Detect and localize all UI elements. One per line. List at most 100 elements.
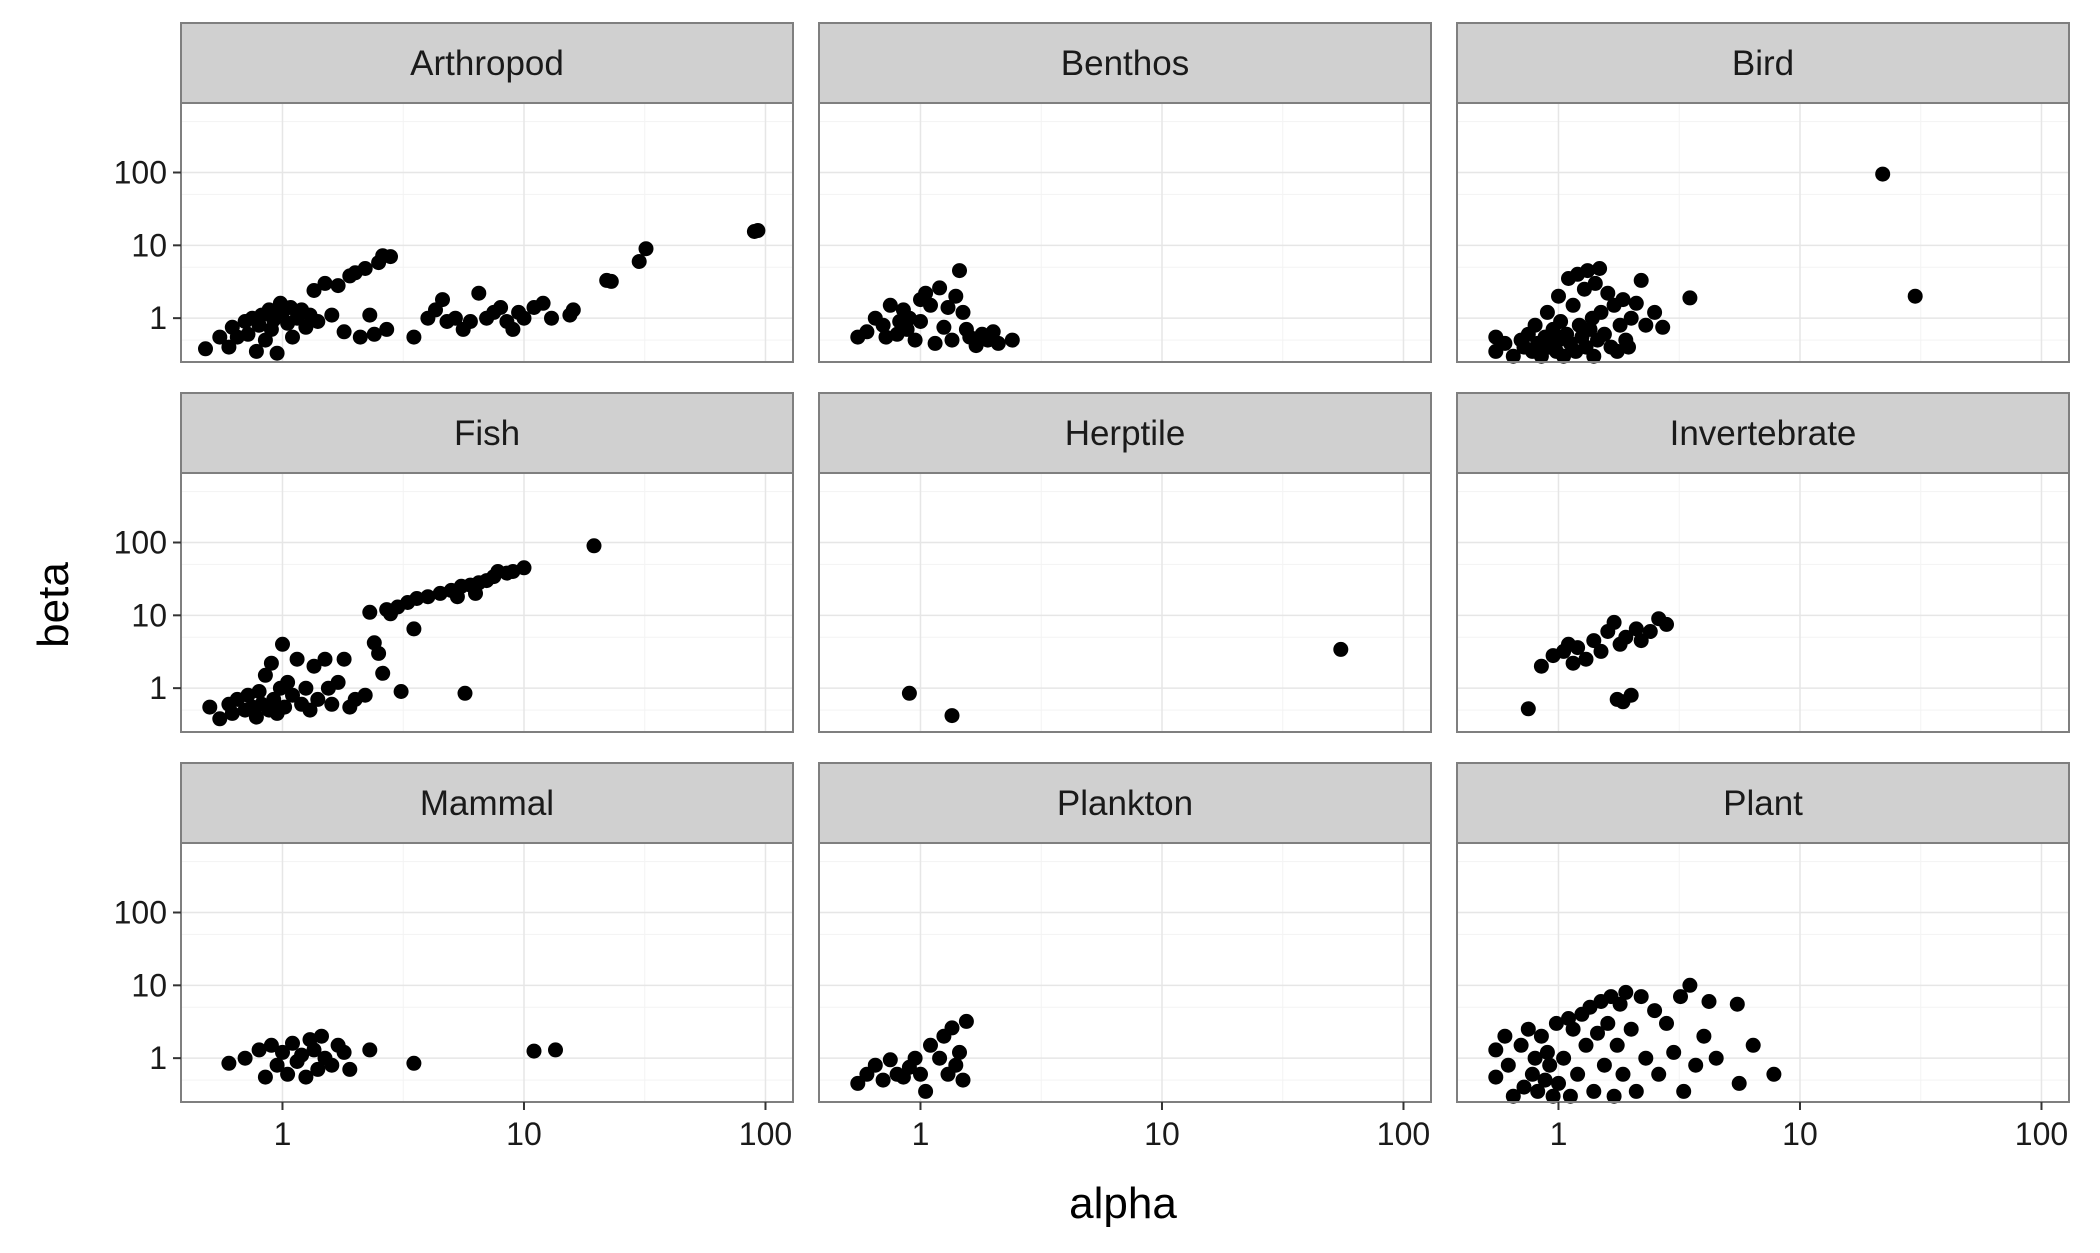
data-point bbox=[1587, 275, 1603, 291]
data-point bbox=[1673, 989, 1688, 1005]
panel-border bbox=[1456, 842, 2070, 1103]
data-point bbox=[1551, 288, 1566, 304]
x-tick-label: 1 bbox=[912, 1116, 930, 1152]
data-point bbox=[1708, 1050, 1724, 1066]
data-point bbox=[240, 326, 256, 342]
data-point bbox=[1582, 321, 1598, 337]
x-axis: 1 10 100 bbox=[1550, 1102, 2068, 1152]
data-point bbox=[420, 589, 436, 605]
data-point bbox=[1505, 348, 1521, 364]
data-point bbox=[913, 314, 928, 329]
data-point bbox=[324, 1057, 340, 1073]
x-tick-label: 10 bbox=[506, 1116, 542, 1152]
data-point bbox=[352, 329, 368, 345]
data-point bbox=[1612, 996, 1628, 1012]
data-point bbox=[257, 667, 273, 683]
data-point bbox=[1600, 285, 1616, 301]
data-point bbox=[298, 680, 314, 696]
x-tick-label: 1 bbox=[1550, 1116, 1568, 1152]
data-point bbox=[314, 1028, 329, 1044]
y-tick-label: 1 bbox=[149, 1040, 167, 1076]
data-point bbox=[932, 280, 948, 296]
data-point bbox=[1655, 319, 1671, 335]
data-point bbox=[1596, 1057, 1612, 1073]
data-point bbox=[1488, 1042, 1504, 1058]
data-point bbox=[882, 297, 898, 313]
y-tick-label: 10 bbox=[131, 227, 167, 263]
data-point bbox=[251, 1042, 267, 1058]
data-point bbox=[603, 273, 619, 289]
data-point bbox=[952, 263, 967, 279]
data-point bbox=[362, 1042, 378, 1058]
data-point bbox=[1731, 1075, 1747, 1091]
data-point bbox=[958, 1013, 974, 1029]
data-point bbox=[285, 329, 300, 345]
points bbox=[202, 538, 602, 727]
data-point bbox=[324, 307, 340, 323]
data-point bbox=[944, 332, 960, 348]
data-point bbox=[565, 302, 581, 318]
data-point bbox=[1562, 1088, 1578, 1104]
data-point bbox=[927, 335, 943, 351]
data-point bbox=[1578, 651, 1594, 667]
facet-mammal: Mammal 1 10 100 1 10 100 bbox=[114, 762, 794, 1152]
y-axis: 1 10 100 bbox=[114, 894, 181, 1076]
data-point bbox=[1606, 1088, 1622, 1104]
data-point bbox=[1638, 1050, 1654, 1066]
data-point bbox=[913, 1066, 928, 1082]
data-point bbox=[379, 321, 395, 337]
data-point bbox=[535, 295, 551, 311]
data-point bbox=[362, 604, 378, 620]
panel-border bbox=[180, 842, 794, 1103]
data-point bbox=[932, 1050, 948, 1066]
data-point bbox=[317, 651, 333, 667]
y-tick-label: 100 bbox=[114, 524, 167, 560]
data-point bbox=[1586, 1083, 1602, 1099]
data-point bbox=[221, 339, 237, 355]
data-point bbox=[1696, 1028, 1712, 1044]
points bbox=[901, 641, 1349, 724]
data-point bbox=[1659, 616, 1674, 632]
data-point bbox=[1333, 641, 1349, 657]
data-point bbox=[952, 1044, 967, 1060]
x-axis: 1 10 100 bbox=[912, 1102, 1430, 1152]
facet-strip-label: Invertebrate bbox=[1670, 414, 1857, 453]
data-point bbox=[940, 300, 956, 315]
data-point bbox=[1647, 304, 1663, 320]
data-point bbox=[1545, 1088, 1561, 1104]
data-point bbox=[936, 319, 952, 335]
data-point bbox=[302, 702, 318, 718]
data-point bbox=[280, 1066, 296, 1082]
data-point bbox=[357, 687, 373, 703]
data-point bbox=[257, 1069, 273, 1085]
points bbox=[1488, 166, 1923, 364]
data-point bbox=[1615, 1066, 1631, 1082]
data-point bbox=[462, 314, 478, 329]
data-point bbox=[638, 241, 654, 257]
facet-arthropod: Arthropod 1 10 100 bbox=[114, 22, 794, 363]
panel-border bbox=[180, 102, 794, 363]
data-point bbox=[393, 684, 409, 699]
data-point bbox=[544, 310, 559, 326]
data-point bbox=[1582, 999, 1598, 1015]
facet-strip bbox=[180, 22, 794, 104]
data-point bbox=[294, 1047, 310, 1063]
data-point bbox=[1596, 326, 1612, 342]
data-point bbox=[263, 1037, 279, 1053]
data-point bbox=[1628, 1083, 1644, 1099]
data-point bbox=[383, 249, 398, 265]
data-point bbox=[336, 1044, 352, 1060]
data-point bbox=[875, 317, 891, 333]
data-point bbox=[198, 341, 213, 357]
data-point bbox=[435, 292, 450, 308]
data-point bbox=[269, 1057, 285, 1073]
data-point bbox=[1565, 655, 1581, 671]
data-point bbox=[1556, 348, 1572, 364]
data-point bbox=[859, 324, 875, 340]
data-point bbox=[1590, 1025, 1605, 1041]
data-point bbox=[1618, 984, 1634, 1000]
panel-background bbox=[1457, 473, 2069, 732]
panel-border bbox=[818, 102, 1432, 363]
facet-herptile: Herptile bbox=[818, 392, 1432, 733]
